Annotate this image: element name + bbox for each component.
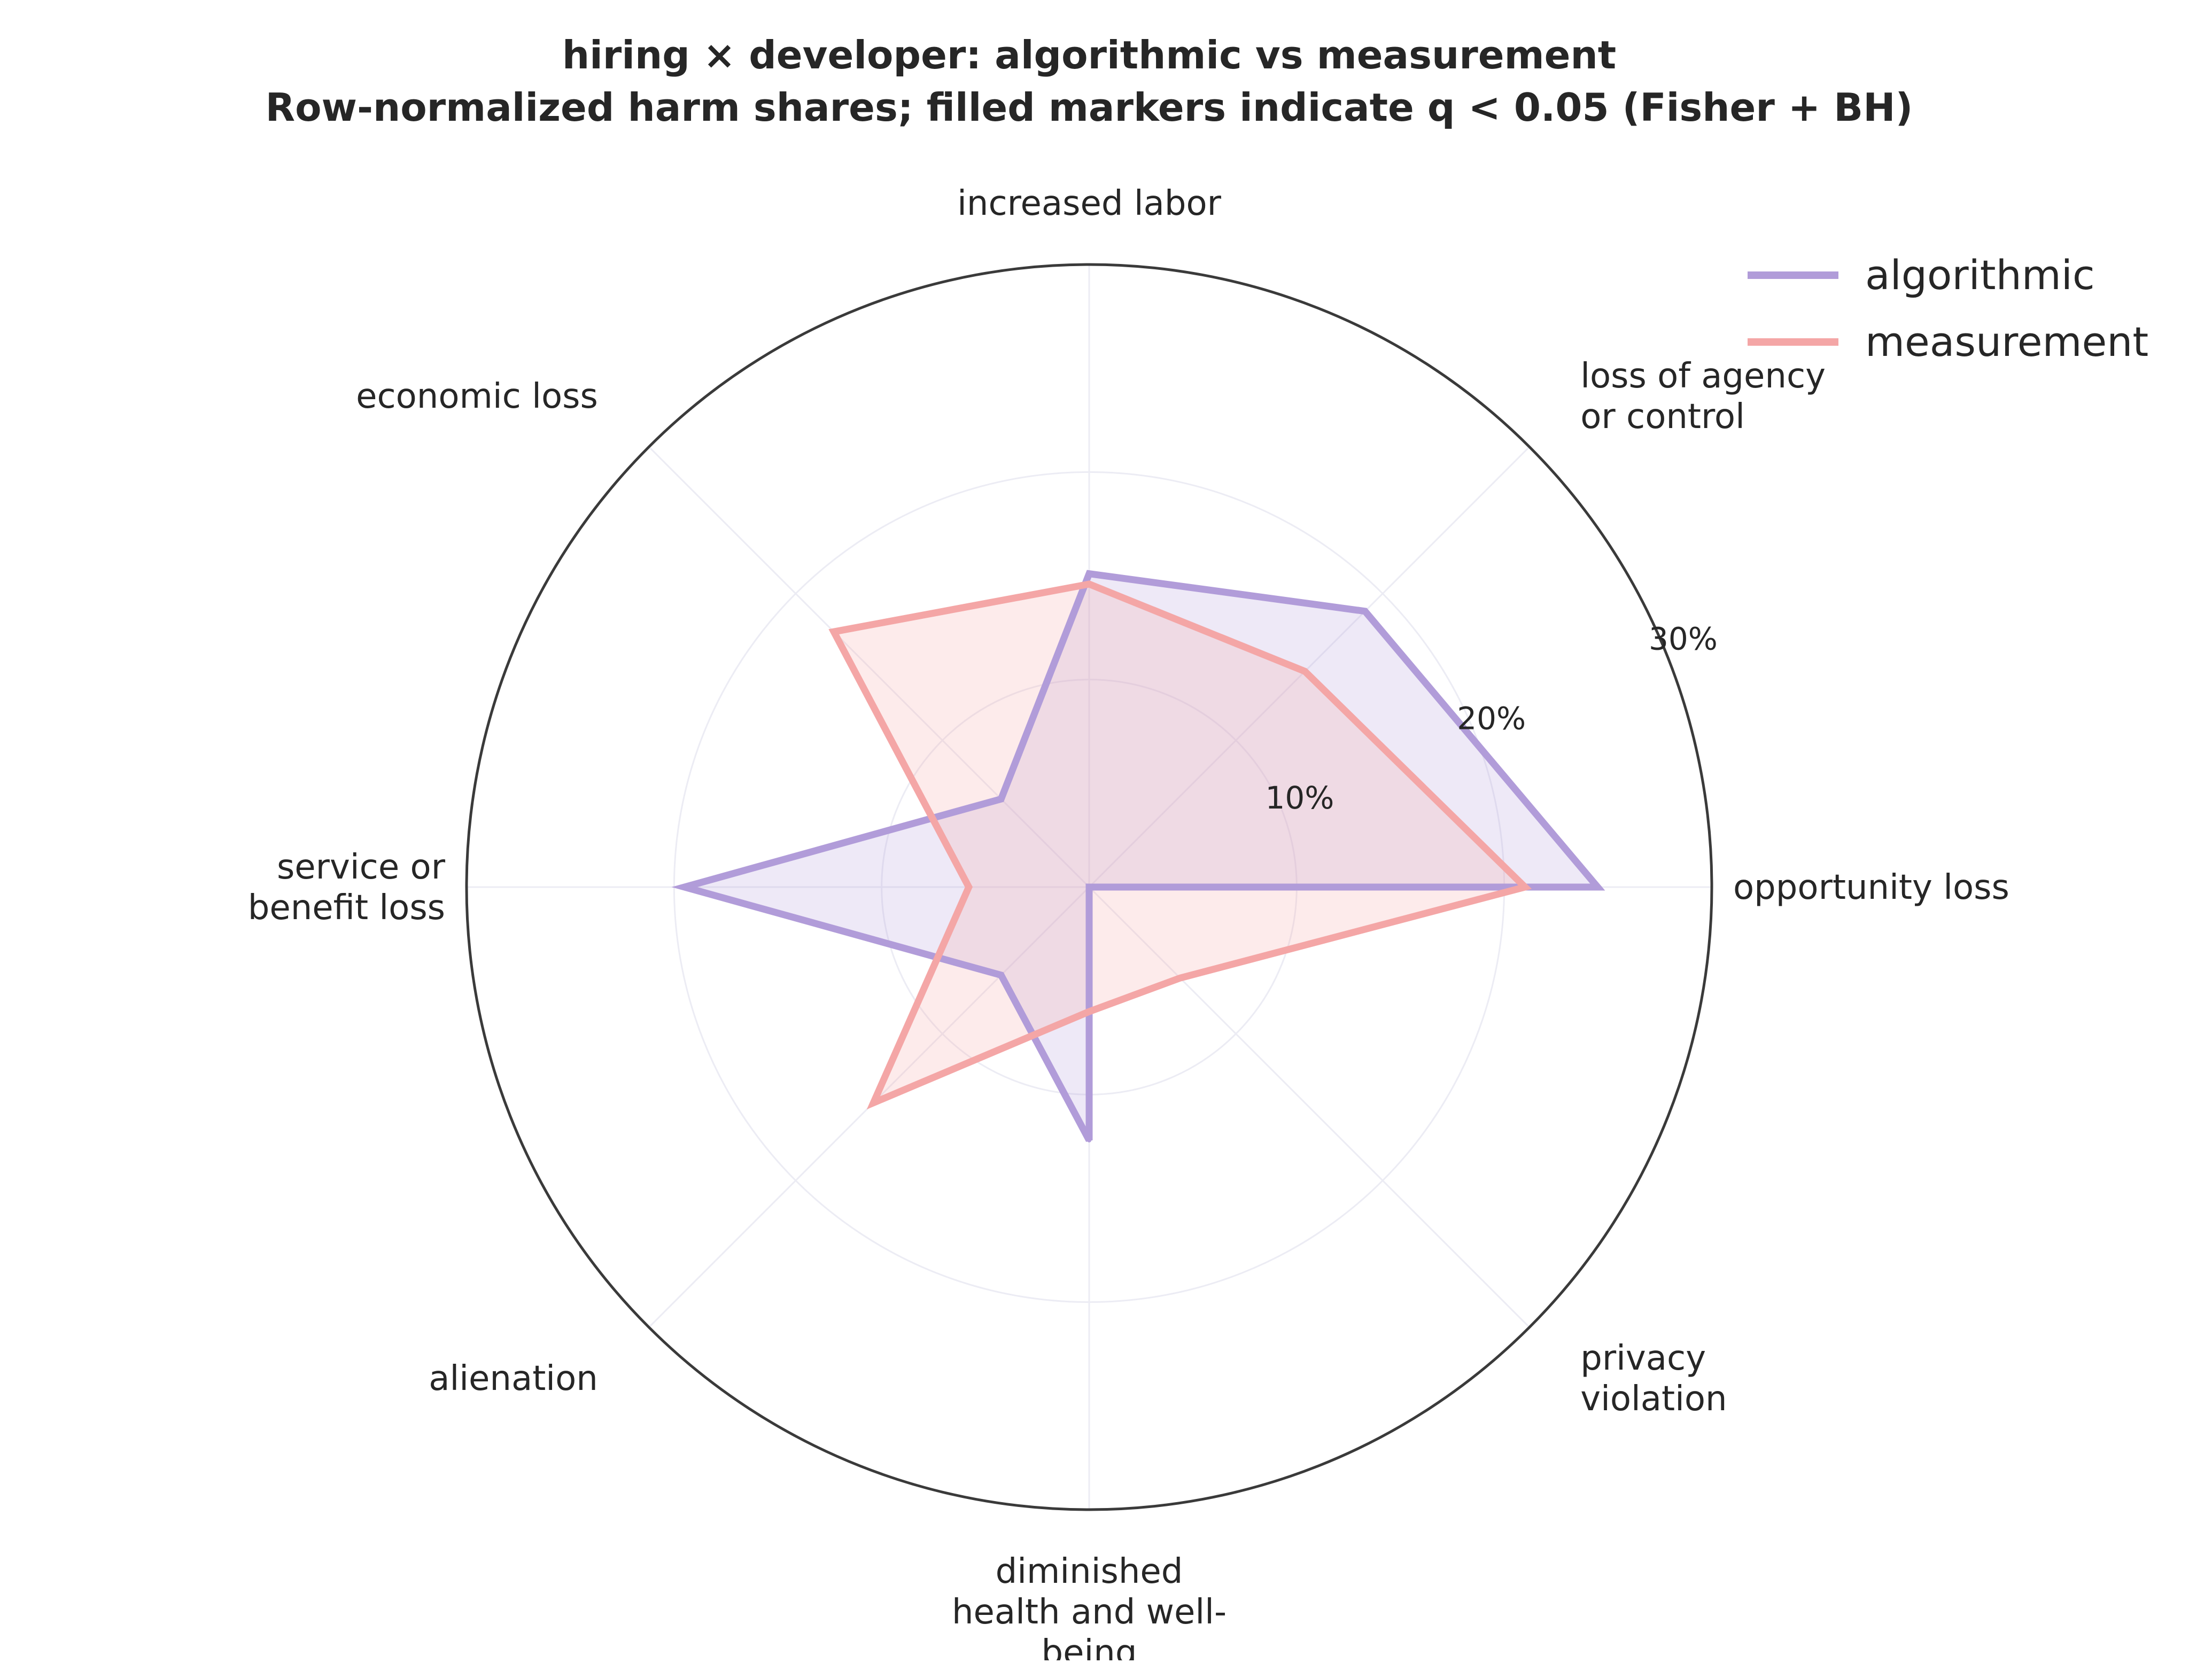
category-label: increased labor [957, 184, 1222, 223]
category-label: loss of agency or control [1580, 356, 1826, 437]
category-label-line: diminished [996, 1552, 1183, 1591]
category-label-line: economic loss [356, 377, 598, 416]
data-point-algorithmic [1087, 1138, 1091, 1143]
category-label: opportunity loss [1733, 868, 2009, 907]
data-point-measurement [871, 1100, 876, 1105]
data-point-measurement [832, 630, 836, 634]
category-label-line: health and well- [952, 1592, 1227, 1632]
data-point-algorithmic [999, 797, 1004, 802]
data-point-algorithmic [999, 973, 1004, 977]
radial-tick-label: 20% [1457, 700, 1526, 736]
data-point-measurement [1302, 669, 1307, 674]
radial-tick-label: 10% [1265, 780, 1334, 816]
data-point-measurement [1087, 1009, 1091, 1014]
radial-tick-labels: 10% 20% 30% [1265, 621, 1717, 816]
category-label-line: service or [277, 848, 446, 887]
category-label-line: violation [1580, 1379, 1727, 1419]
chart-title: hiring × developer: algorithmic vs measu… [266, 33, 1913, 130]
legend: algorithmic measurement [1748, 251, 2148, 366]
legend-label-measurement: measurement [1865, 318, 2148, 366]
category-label: economic loss [356, 377, 598, 416]
chart-title-line: hiring × developer: algorithmic vs measu… [562, 33, 1616, 77]
radar-spoke [648, 446, 1090, 888]
category-label-line: or control [1580, 397, 1745, 437]
category-label: service or benefit loss [248, 848, 446, 928]
radar-spoke [1088, 886, 1530, 1328]
radar-series [671, 570, 1605, 1143]
chart-title-line: Row-normalized harm shares; filled marke… [266, 85, 1913, 130]
category-label-line: loss of agency [1580, 356, 1826, 396]
category-label-line: benefit loss [248, 888, 445, 928]
category-label: alienation [429, 1359, 598, 1398]
data-point-algorithmic [1363, 609, 1368, 613]
radial-tick-label: 30% [1649, 621, 1718, 657]
category-label-line: increased labor [957, 184, 1222, 223]
data-point-measurement [966, 885, 971, 889]
radar-outer-ring [465, 263, 1713, 1511]
category-label-line: opportunity loss [1733, 868, 2009, 907]
category-labels: opportunity loss loss of agency or control… [248, 184, 2009, 1663]
category-label: privacy violation [1580, 1339, 1727, 1419]
data-point-algorithmic [1595, 885, 1600, 889]
data-point-measurement [1087, 582, 1091, 586]
category-label-line: being [1042, 1633, 1137, 1660]
category-label-line: alienation [429, 1359, 598, 1398]
data-point-algorithmic [1087, 571, 1091, 576]
radar-spoke [1088, 446, 1530, 888]
data-point-algorithmic [682, 885, 687, 889]
data-point-measurement [1178, 976, 1183, 981]
series-area-algorithmic [684, 573, 1598, 1140]
series-area-measurement [834, 584, 1525, 1103]
data-point-measurement [1523, 885, 1527, 889]
category-label: diminished health and well-being [952, 1552, 1227, 1660]
category-label-line: privacy [1580, 1339, 1706, 1378]
legend-label-algorithmic: algorithmic [1865, 251, 2095, 299]
data-point-algorithmic [1087, 885, 1091, 889]
